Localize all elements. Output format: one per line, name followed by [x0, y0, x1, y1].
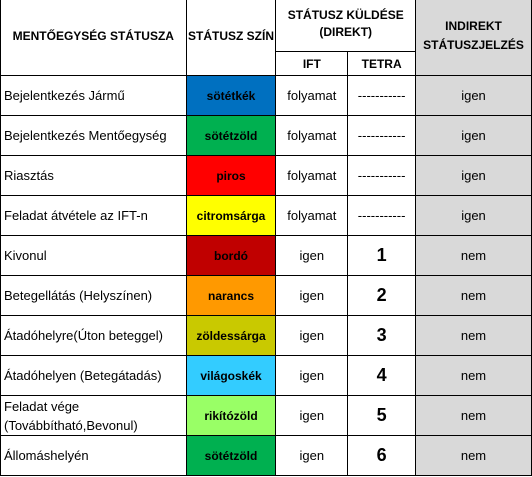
header-ift: IFT: [275, 51, 349, 76]
status-color-swatch: sötétkék: [185, 75, 277, 116]
header-color: STÁTUSZ SZÍN: [185, 0, 277, 76]
table-row: Átadóhelyre(Úton beteggel) zöldessárga ige…: [0, 315, 532, 356]
tetra-value: 2: [347, 275, 416, 316]
ift-value: folyamat: [275, 115, 349, 156]
ift-value: folyamat: [275, 195, 349, 236]
status-color-swatch: piros: [185, 155, 277, 196]
status-name: Bejelentkezés Jármű: [0, 75, 187, 116]
tetra-value: -----------: [347, 195, 416, 236]
status-color-swatch: bordó: [185, 235, 277, 276]
tetra-value: 4: [347, 355, 416, 396]
header-indirect: INDIREKT STÁTUSZJELZÉS: [415, 0, 532, 76]
status-name: Bejelentkezés Mentőegység: [0, 115, 187, 156]
status-color-swatch: sötétzöld: [185, 115, 277, 156]
status-color-swatch: citromsárga: [185, 195, 277, 236]
status-name: Riasztás: [0, 155, 187, 196]
tetra-value: -----------: [347, 75, 416, 116]
indirect-value: igen: [415, 115, 532, 156]
header-direct: STÁTUSZ KÜLDÉSE (DIREKT): [275, 0, 416, 52]
ift-value: folyamat: [275, 155, 349, 196]
table-row: Bejelentkezés Jármű sötétkék folyamat -----…: [0, 75, 532, 116]
ift-value: igen: [275, 235, 349, 276]
table-row: Feladat átvétele az IFT-n citromsárga foly…: [0, 195, 532, 236]
indirect-value: nem: [415, 355, 532, 396]
tetra-value: 1: [347, 235, 416, 276]
table-row: Feladat vége (Továbbítható,Bevonul) rikít…: [0, 395, 532, 436]
indirect-value: nem: [415, 235, 532, 276]
status-table-body: Bejelentkezés Jármű sötétkék folyamat -----…: [0, 75, 532, 476]
ift-value: igen: [275, 395, 349, 436]
ift-value: folyamat: [275, 75, 349, 116]
indirect-value: igen: [415, 155, 532, 196]
header-tetra: TETRA: [347, 51, 416, 76]
table-row: Átadóhelyen (Betegátadás) világoskék igen 4…: [0, 355, 532, 396]
table-row: Betegellátás (Helyszínen) narancs igen 2 nem: [0, 275, 532, 316]
status-name: Feladat vége (Továbbítható,Bevonul): [0, 395, 187, 436]
tetra-value: 5: [347, 395, 416, 436]
status-name: Állomáshelyén: [0, 435, 187, 476]
status-color-swatch: világoskék: [185, 355, 277, 396]
indirect-value: igen: [415, 75, 532, 116]
tetra-value: 6: [347, 435, 416, 476]
tetra-value: -----------: [347, 115, 416, 156]
indirect-value: igen: [415, 195, 532, 236]
header-status: MENTŐEGYSÉG STÁTUSZA: [0, 0, 187, 76]
tetra-value: -----------: [347, 155, 416, 196]
indirect-value: nem: [415, 275, 532, 316]
table-row: Bejelentkezés Mentőegység sötétzöld folyam…: [0, 115, 532, 156]
ift-value: igen: [275, 275, 349, 316]
status-name: Betegellátás (Helyszínen): [0, 275, 187, 316]
ift-value: igen: [275, 315, 349, 356]
tetra-value: 3: [347, 315, 416, 356]
status-name: Átadóhelyen (Betegátadás): [0, 355, 187, 396]
status-name: Átadóhelyre(Úton beteggel): [0, 315, 187, 356]
status-color-swatch: sötétzöld: [185, 435, 277, 476]
status-name: Feladat átvétele az IFT-n: [0, 195, 187, 236]
table-row: Riasztás piros folyamat ----------- igen: [0, 155, 532, 196]
ift-value: igen: [275, 435, 349, 476]
status-name: Kivonul: [0, 235, 187, 276]
table-row: Kivonul bordó igen 1 nem: [0, 235, 532, 276]
status-color-swatch: rikítózöld: [185, 395, 277, 436]
table-row: Állomáshelyén sötétzöld igen 6 nem: [0, 435, 532, 476]
indirect-value: nem: [415, 435, 532, 476]
indirect-value: nem: [415, 315, 532, 356]
ift-value: igen: [275, 355, 349, 396]
status-color-swatch: narancs: [185, 275, 277, 316]
status-color-swatch: zöldessárga: [185, 315, 277, 356]
indirect-value: nem: [415, 395, 532, 436]
